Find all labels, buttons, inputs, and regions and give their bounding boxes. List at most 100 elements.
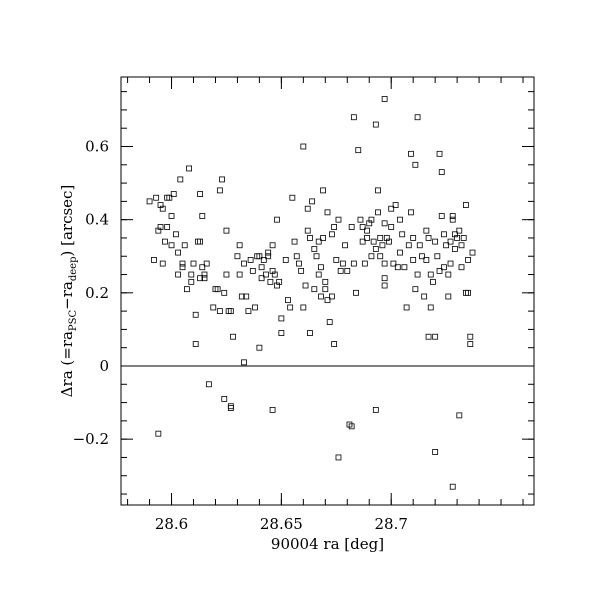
- data-point: [179, 260, 186, 267]
- data-point: [458, 242, 465, 249]
- data-point: [307, 330, 313, 336]
- data-point: [412, 286, 419, 293]
- data-point: [419, 253, 425, 260]
- data-point: [320, 235, 327, 241]
- data-point: [449, 216, 456, 223]
- data-point: [408, 150, 414, 157]
- data-point: [434, 253, 441, 260]
- y-axis-label: Δra (=raPSC−radeep) [arcsec]: [58, 185, 79, 398]
- data-point: [359, 238, 366, 245]
- y-tick-label: 0.4: [85, 211, 109, 229]
- data-point: [331, 341, 337, 347]
- data-point: [153, 194, 160, 201]
- data-point: [381, 275, 388, 282]
- x-tick-label: 28.7: [375, 515, 408, 533]
- data-point: [159, 260, 166, 267]
- data-point: [361, 260, 368, 267]
- data-point: [372, 406, 379, 413]
- data-point: [197, 238, 203, 245]
- data-point: [188, 278, 195, 285]
- data-point: [368, 216, 375, 223]
- data-point: [381, 282, 388, 289]
- data-point: [164, 224, 171, 230]
- data-point: [238, 293, 245, 300]
- data-point: [344, 267, 351, 274]
- data-point: [157, 224, 164, 230]
- data-point: [350, 260, 357, 267]
- data-point: [170, 191, 177, 197]
- data-point: [401, 264, 408, 271]
- data-point: [221, 396, 228, 402]
- data-point: [331, 224, 337, 230]
- data-point: [447, 260, 454, 267]
- data-point: [289, 194, 296, 201]
- data-point: [291, 238, 298, 245]
- data-point: [175, 249, 182, 256]
- data-point: [197, 275, 203, 282]
- data-point: [181, 242, 188, 249]
- data-point: [263, 271, 269, 278]
- data-point: [328, 231, 335, 238]
- data-point: [265, 249, 272, 256]
- data-point: [441, 231, 447, 238]
- data-point: [245, 308, 252, 315]
- data-point: [318, 293, 324, 300]
- data-point: [335, 216, 342, 223]
- data-point: [241, 359, 247, 366]
- data-point: [412, 161, 419, 168]
- data-point: [405, 242, 412, 249]
- y-tick-labels: −0.2 0 0.2 0.4 0.6: [73, 138, 109, 449]
- data-point: [188, 271, 195, 278]
- data-point: [425, 235, 432, 241]
- data-point: [445, 293, 452, 300]
- data-point: [416, 242, 423, 249]
- data-point: [427, 271, 434, 278]
- data-point: [449, 213, 456, 219]
- data-point: [282, 257, 289, 263]
- data-point: [256, 253, 263, 260]
- data-point: [364, 227, 370, 234]
- data-point: [307, 235, 313, 241]
- data-point: [265, 253, 272, 260]
- data-point: [377, 253, 384, 260]
- data-point: [201, 275, 208, 282]
- data-point: [287, 304, 294, 311]
- data-point: [364, 235, 370, 241]
- data-point: [335, 454, 342, 461]
- data-point: [427, 304, 434, 311]
- data-point: [445, 271, 452, 278]
- axis-ticks: [121, 77, 534, 505]
- data-point: [350, 114, 357, 121]
- data-point: [219, 176, 225, 183]
- data-point: [179, 264, 186, 271]
- data-point: [379, 242, 386, 249]
- y-tick-label: 0.6: [85, 138, 109, 156]
- data-point: [304, 205, 311, 212]
- data-point: [432, 333, 439, 340]
- data-point: [359, 224, 366, 230]
- data-point: [456, 227, 463, 234]
- data-point: [241, 260, 247, 267]
- data-point: [175, 271, 182, 278]
- data-point: [447, 238, 454, 245]
- data-point: [414, 114, 421, 121]
- x-axis-label: 90004 ra [deg]: [271, 535, 384, 553]
- data-point: [201, 271, 208, 278]
- data-point: [236, 242, 243, 249]
- data-point: [318, 264, 324, 271]
- data-point: [443, 242, 450, 249]
- data-point: [432, 238, 439, 245]
- data-point: [326, 319, 333, 325]
- data-point: [375, 209, 381, 216]
- data-point: [458, 264, 465, 271]
- data-point: [454, 235, 461, 241]
- data-point: [315, 271, 322, 278]
- data-point: [324, 297, 331, 304]
- data-point: [423, 257, 430, 263]
- data-point: [438, 169, 445, 176]
- data-point: [392, 202, 399, 208]
- data-point: [256, 344, 263, 351]
- data-point: [159, 205, 166, 212]
- data-point: [269, 242, 276, 249]
